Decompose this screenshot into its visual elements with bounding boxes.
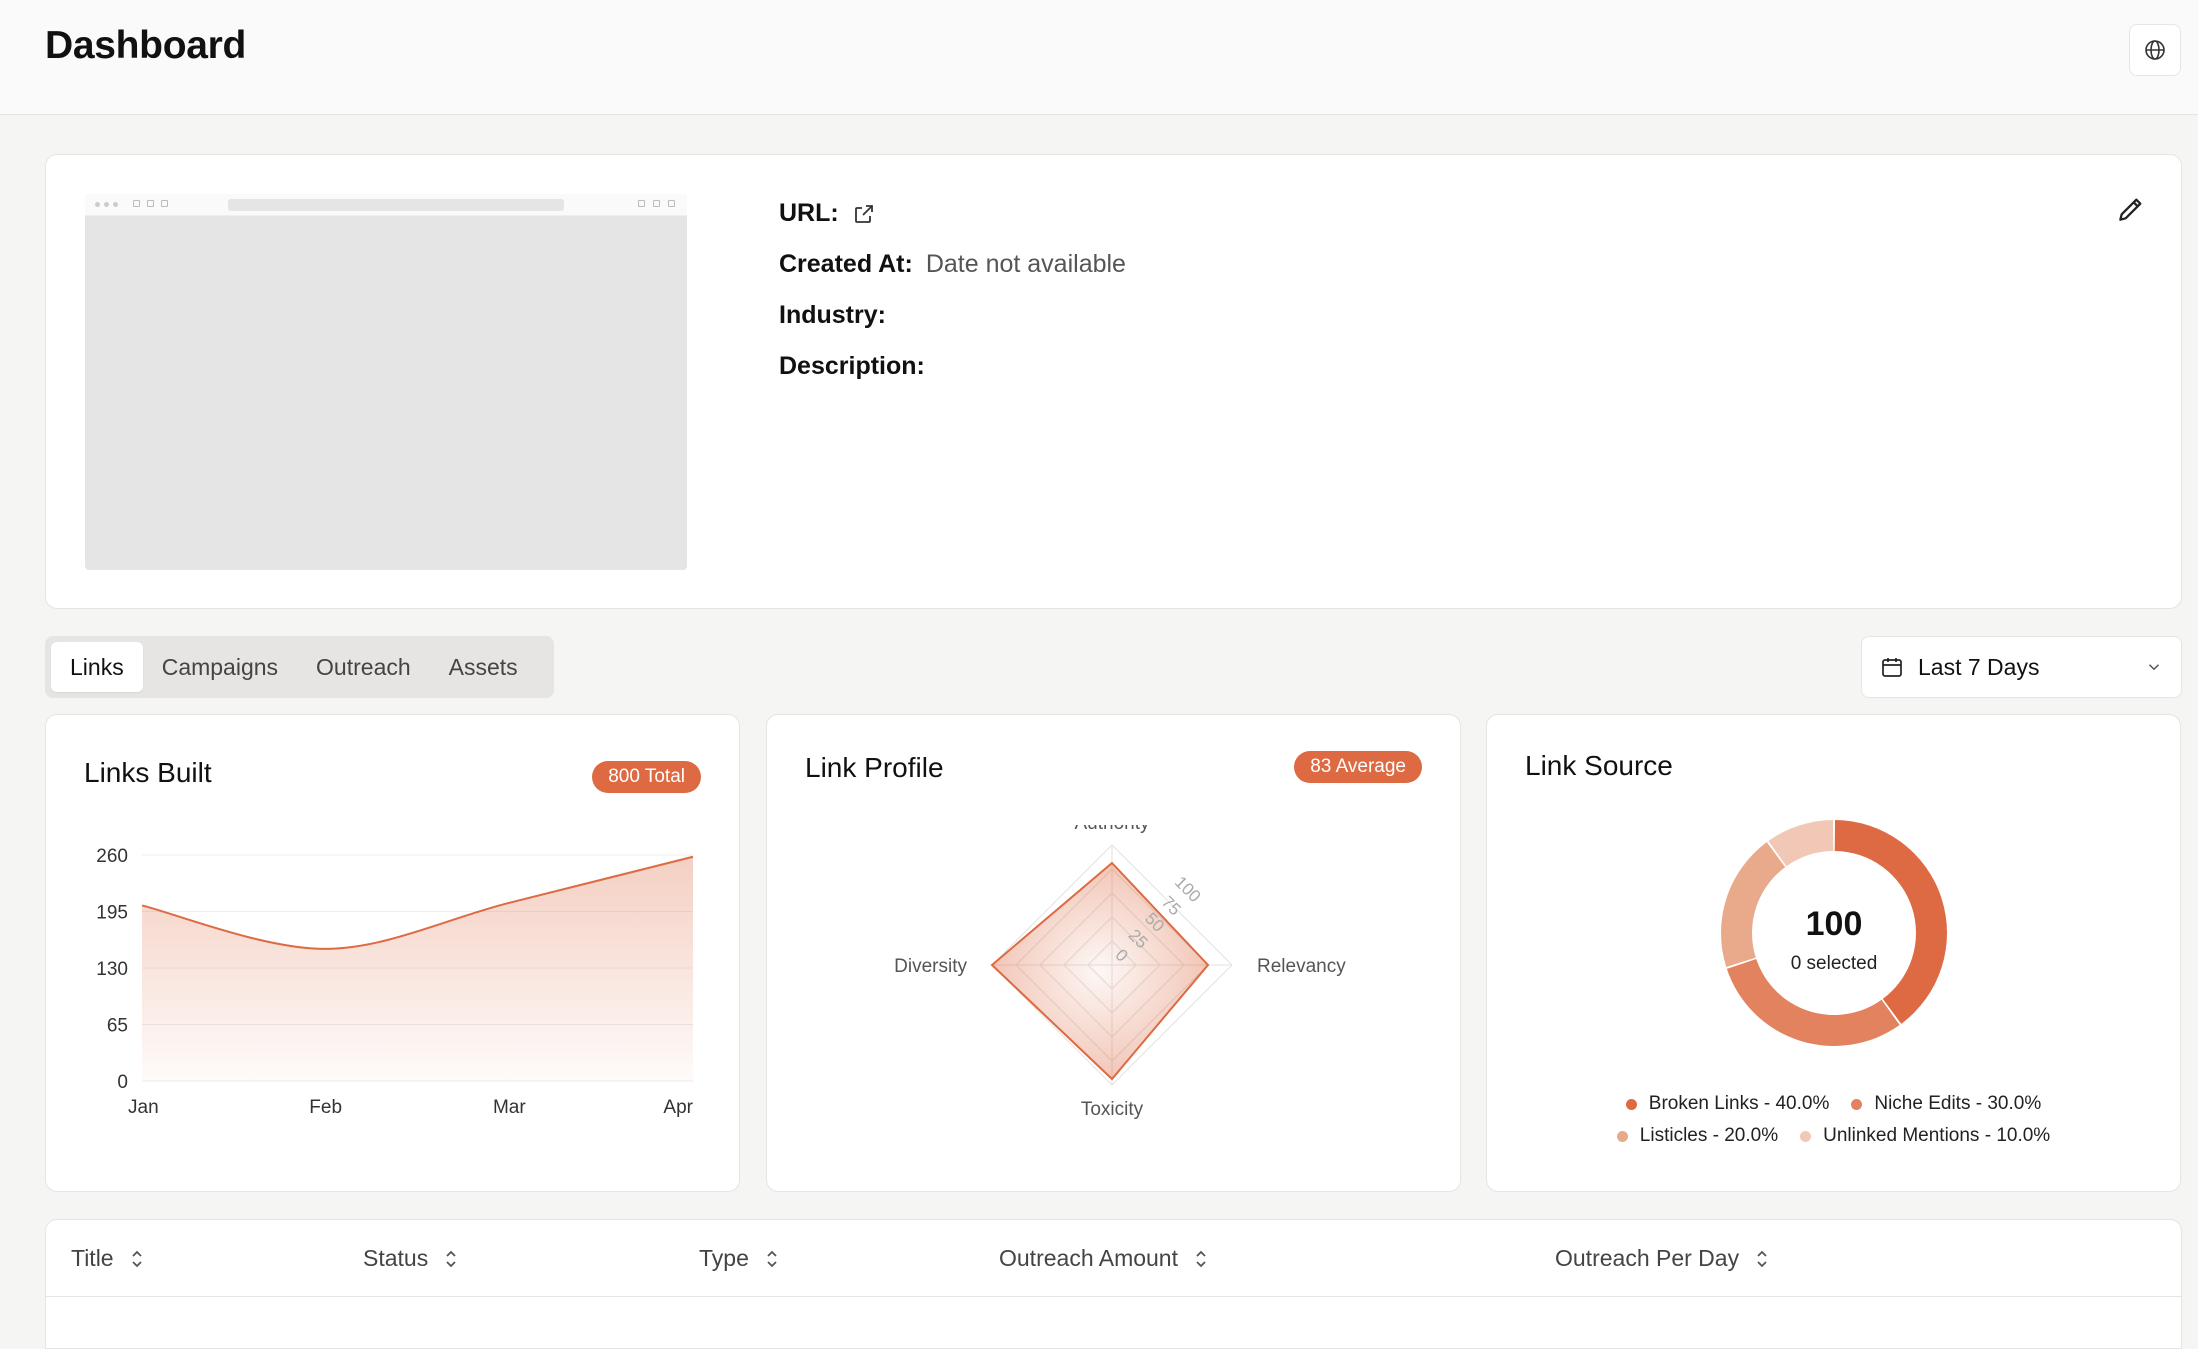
link-profile-card: Link Profile 83 Average 0255075100Author… — [766, 714, 1461, 1192]
column-header-status[interactable]: Status — [363, 1220, 458, 1297]
column-header-title[interactable]: Title — [71, 1220, 144, 1297]
created-at-value: Date not available — [925, 250, 1126, 278]
sort-icon — [767, 1250, 777, 1267]
tab-campaigns[interactable]: Campaigns — [161, 653, 279, 680]
x-tick-label: Mar — [493, 1097, 526, 1118]
column-label: Status — [363, 1245, 429, 1271]
browser-nav-icons — [133, 200, 168, 207]
radar-axis-label: Authority — [1075, 825, 1150, 834]
radar-axis-label: Toxicity — [1081, 1099, 1144, 1120]
radar-series — [990, 861, 1210, 1081]
description-field: Description: — [779, 352, 925, 381]
url-field: URL: — [779, 199, 876, 228]
donut-slice — [1768, 820, 1834, 867]
y-tick-label: 260 — [96, 846, 128, 867]
y-tick-label: 0 — [117, 1072, 128, 1093]
date-range-value: Last 7 Days — [1918, 653, 2040, 680]
date-range-select[interactable]: Last 7 Days — [1861, 636, 2182, 698]
page-header: Dashboard — [0, 0, 2198, 115]
calendar-icon — [1882, 658, 1902, 677]
y-tick-label: 65 — [107, 1016, 128, 1037]
industry-field: Industry: — [779, 301, 886, 330]
browser-address-bar — [228, 199, 564, 211]
link-profile-average-badge: 83 Average — [1294, 751, 1422, 783]
y-tick-label: 195 — [96, 903, 128, 924]
tab-list: Links Campaigns Outreach Assets — [45, 636, 554, 698]
external-link-icon[interactable] — [852, 202, 876, 226]
site-info-card: URL: Created At: Date not available Indu… — [45, 154, 2182, 609]
x-tick-label: Jan — [128, 1097, 159, 1118]
url-label: URL: — [779, 199, 839, 227]
created-at-label: Created At: — [779, 250, 913, 278]
description-label: Description: — [779, 352, 925, 380]
x-tick-label: Apr — [663, 1097, 693, 1118]
legend-item-niche-edits[interactable]: Niche Edits - 30.0% — [1851, 1093, 2041, 1115]
page-title: Dashboard — [45, 24, 247, 67]
legend-dot — [1800, 1130, 1812, 1142]
legend-dot — [1851, 1098, 1863, 1110]
globe-icon — [2145, 40, 2165, 60]
legend-dot — [1625, 1098, 1637, 1110]
x-tick-label: Feb — [309, 1097, 342, 1118]
link-source-card: Link Source 100 0 selected Broken Links -… — [1486, 714, 2181, 1192]
sort-icon — [1196, 1250, 1206, 1267]
donut-slice — [1726, 959, 1900, 1046]
sort-icon — [1757, 1250, 1767, 1267]
industry-label: Industry: — [779, 301, 886, 329]
browser-toolbar — [85, 194, 687, 216]
column-label: Title — [71, 1245, 114, 1271]
chevron-down-icon — [2148, 664, 2160, 671]
donut-slice — [1834, 820, 1947, 1024]
column-header-outreach-amount[interactable]: Outreach Amount — [999, 1220, 1208, 1297]
link-source-title: Link Source — [1525, 750, 1673, 781]
donut-center-value: 100 — [1806, 905, 1863, 943]
donut-slice — [1721, 842, 1786, 967]
table-header: Title Status Type Outreach Amount Outrea… — [46, 1220, 2181, 1297]
legend-item-unlinked-mentions[interactable]: Unlinked Mentions - 10.0% — [1800, 1125, 2050, 1147]
area-fill — [142, 856, 693, 1081]
legend-dot — [1616, 1130, 1628, 1142]
sort-icon — [131, 1250, 142, 1267]
legend-label: Listicles - 20.0% — [1639, 1125, 1779, 1146]
links-built-card: Links Built 800 Total 0 65 130 195 260 Jan Feb… — [45, 714, 740, 1192]
legend-item-listicles[interactable]: Listicles - 20.0% — [1616, 1125, 1779, 1147]
series-line — [141, 855, 694, 950]
sort-icon — [446, 1250, 456, 1267]
y-tick-label: 130 — [96, 959, 128, 980]
link-source-chart: 100 0 selected — [1721, 820, 1947, 1046]
link-source-legend: Broken Links - 40.0% Niche Edits - 30.0%… — [1487, 1093, 2180, 1147]
links-table: Title Status Type Outreach Amount Outrea… — [45, 1219, 2182, 1349]
donut-center-label: 0 selected — [1791, 953, 1878, 974]
language-button[interactable] — [2129, 24, 2181, 76]
website-preview — [85, 194, 687, 570]
tab-outreach[interactable]: Outreach — [316, 653, 411, 680]
browser-action-icons — [638, 200, 675, 207]
column-label: Type — [699, 1245, 749, 1271]
column-header-type[interactable]: Type — [699, 1220, 779, 1297]
tab-links[interactable]: Links — [51, 642, 143, 692]
legend-label: Broken Links - 40.0% — [1648, 1093, 1830, 1114]
pencil-icon[interactable] — [2115, 193, 2147, 225]
links-built-title: Links Built — [84, 757, 212, 788]
legend-label: Unlinked Mentions - 10.0% — [1823, 1125, 2051, 1146]
radar-axis-label: Diversity — [894, 956, 967, 977]
legend-item-broken-links[interactable]: Broken Links - 40.0% — [1625, 1093, 1830, 1115]
link-profile-title: Link Profile — [805, 752, 944, 783]
legend-label: Niche Edits - 30.0% — [1874, 1093, 2042, 1114]
column-label: Outreach Amount — [999, 1245, 1178, 1271]
window-controls — [95, 202, 118, 207]
column-header-outreach-per-day[interactable]: Outreach Per Day — [1555, 1220, 1769, 1297]
column-label: Outreach Per Day — [1555, 1245, 1740, 1271]
links-built-total-badge: 800 Total — [592, 761, 701, 793]
created-at-field: Created At: Date not available — [779, 250, 1126, 279]
radar-axis-label: Relevancy — [1257, 956, 1346, 977]
tab-assets[interactable]: Assets — [448, 653, 518, 680]
link-profile-chart: 0255075100AuthorityRelevancyToxicityDive… — [894, 825, 1346, 1120]
links-built-chart: 0 65 130 195 260 Jan Feb Mar Apr — [96, 846, 694, 1118]
